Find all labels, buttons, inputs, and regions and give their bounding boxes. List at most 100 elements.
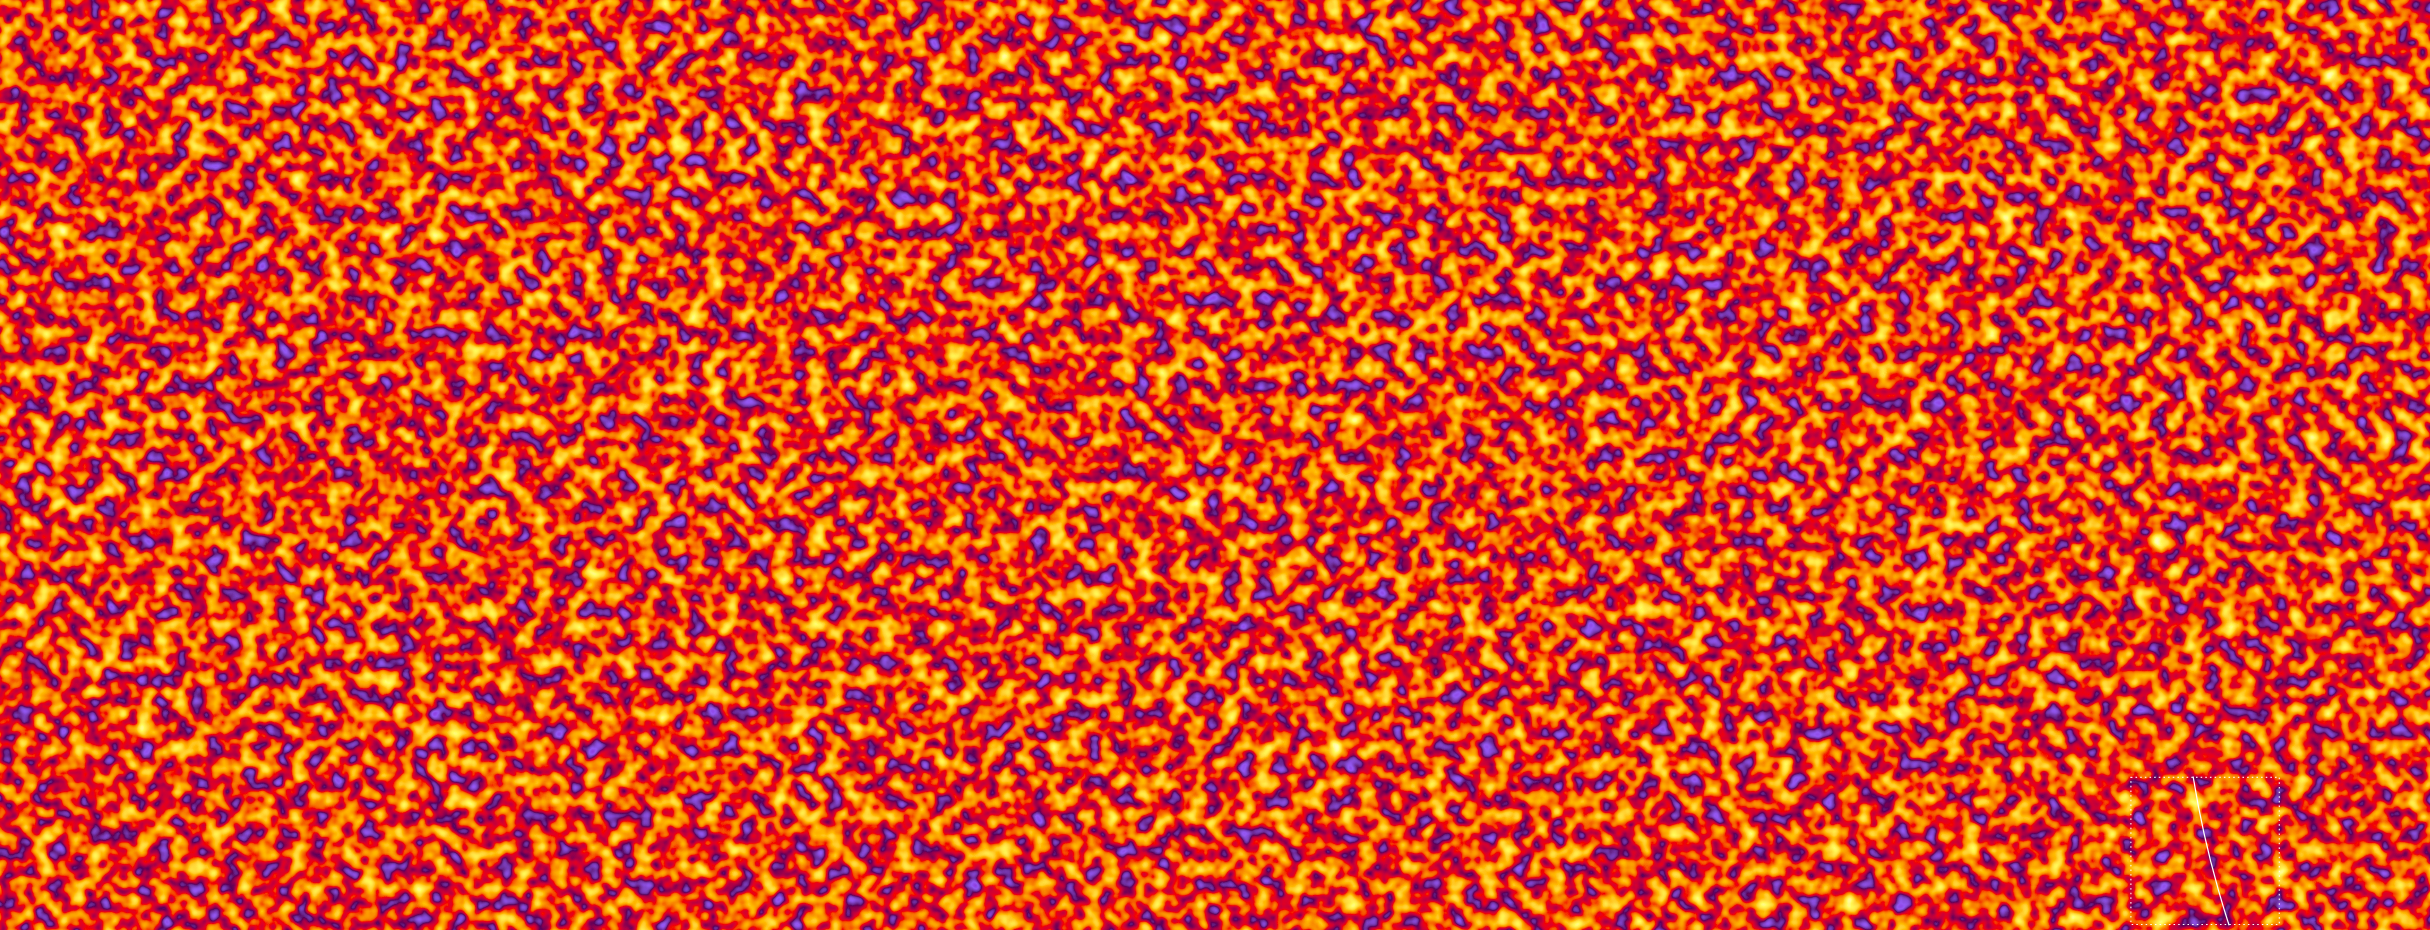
limb	[992, 330, 1031, 480]
interval-label: 6	[931, 42, 943, 63]
image	[180, 776, 331, 926]
subtitle: clean xyoffset=[-890.8,-334.3] FOV=[128.…	[943, 14, 1505, 30]
limb	[693, 776, 731, 926]
interval-number: 9	[1234, 311, 1244, 329]
image-frame	[31, 627, 181, 777]
source	[2162, 397, 2213, 442]
source	[359, 544, 417, 592]
limb	[1592, 776, 1630, 926]
limb	[2192, 478, 2230, 628]
image-frame	[1830, 479, 1980, 628]
image-frame	[1980, 776, 2130, 926]
source	[561, 360, 590, 389]
y-tick-label: 1000	[45, 60, 80, 76]
source	[59, 544, 117, 592]
start-time: 02:18:24	[1234, 183, 1304, 201]
image-frame	[331, 330, 481, 479]
image-frame	[1680, 776, 1831, 926]
interval-label: 14	[1895, 42, 1919, 63]
limb	[243, 330, 281, 480]
source	[808, 544, 867, 592]
source	[1562, 397, 1613, 442]
image-frame	[630, 776, 781, 926]
image-frame	[1530, 776, 1681, 926]
source	[1708, 544, 1766, 592]
source	[561, 509, 590, 538]
limb	[843, 330, 881, 480]
image	[1080, 627, 1231, 777]
interval-number: 4	[484, 311, 494, 329]
interval-number: 10	[1384, 311, 1404, 329]
interval-box	[302, 38, 429, 164]
limb	[2342, 330, 2380, 480]
image-frame	[2130, 181, 2280, 330]
limb	[1142, 776, 1181, 926]
limb	[1442, 627, 1480, 777]
limb	[693, 478, 731, 628]
image	[1380, 776, 1531, 926]
image-frame	[1380, 330, 1531, 479]
start-time: 02:23:24	[1983, 183, 2053, 201]
source	[1262, 397, 1313, 442]
source	[1112, 248, 1163, 293]
image-frame	[1380, 776, 1531, 926]
limb	[1142, 181, 1181, 331]
image-frame	[930, 181, 1081, 330]
image-frame	[1680, 627, 1831, 777]
image-frame	[1680, 479, 1831, 628]
start-time: 02:13:24	[484, 183, 554, 201]
start-time: 02:12:24	[334, 183, 404, 201]
x-tick-label: 02:24	[1928, 164, 1959, 177]
row-label: 6.0-12.0 keV	[6, 355, 24, 454]
interval-number: 12	[1683, 311, 1703, 329]
source	[1262, 248, 1313, 293]
source	[362, 397, 413, 442]
interval-box	[1628, 38, 1754, 164]
source	[1858, 544, 1916, 592]
image	[630, 627, 781, 777]
image-frame	[2130, 479, 2280, 628]
image-frame	[181, 330, 331, 479]
image-frame	[481, 330, 631, 479]
source	[662, 397, 713, 442]
source	[261, 360, 290, 389]
image-frame	[331, 776, 481, 926]
interval-box	[1146, 38, 1272, 164]
image-frame	[181, 479, 331, 628]
limb	[1142, 627, 1181, 777]
limb	[843, 478, 881, 628]
image-frame	[1080, 627, 1231, 777]
series-line	[196, 88, 2426, 131]
limb	[2042, 330, 2080, 480]
interval-number: 11	[1533, 311, 1553, 329]
source	[512, 397, 563, 442]
limb	[1592, 181, 1630, 331]
image-frame	[1080, 181, 1231, 330]
image-frame	[481, 627, 631, 777]
interval-label: 5	[811, 42, 823, 63]
limb	[1592, 330, 1630, 480]
interval-number: 7	[934, 311, 944, 329]
start-time: 02:17:24	[1084, 183, 1154, 201]
interval-box	[664, 38, 790, 164]
limb	[1892, 776, 1930, 926]
source	[2008, 544, 2066, 592]
limb	[543, 627, 581, 777]
interval-box	[1266, 38, 1393, 164]
limb	[2342, 627, 2380, 777]
source	[1862, 248, 1913, 293]
source	[2158, 544, 2216, 592]
image-frame	[331, 479, 481, 628]
source	[261, 509, 290, 538]
limb	[2042, 478, 2080, 628]
limb	[1592, 478, 1630, 628]
image-frame	[481, 479, 631, 628]
source	[261, 212, 290, 240]
image-frame	[31, 776, 181, 926]
image	[1080, 776, 1231, 926]
start-time: 02:19:24	[1384, 183, 1454, 201]
title: FLARE: 2003/08/02 02:10:24.000-02:25:24.…	[1059, 0, 1389, 16]
image	[30, 627, 181, 777]
source	[411, 212, 440, 240]
